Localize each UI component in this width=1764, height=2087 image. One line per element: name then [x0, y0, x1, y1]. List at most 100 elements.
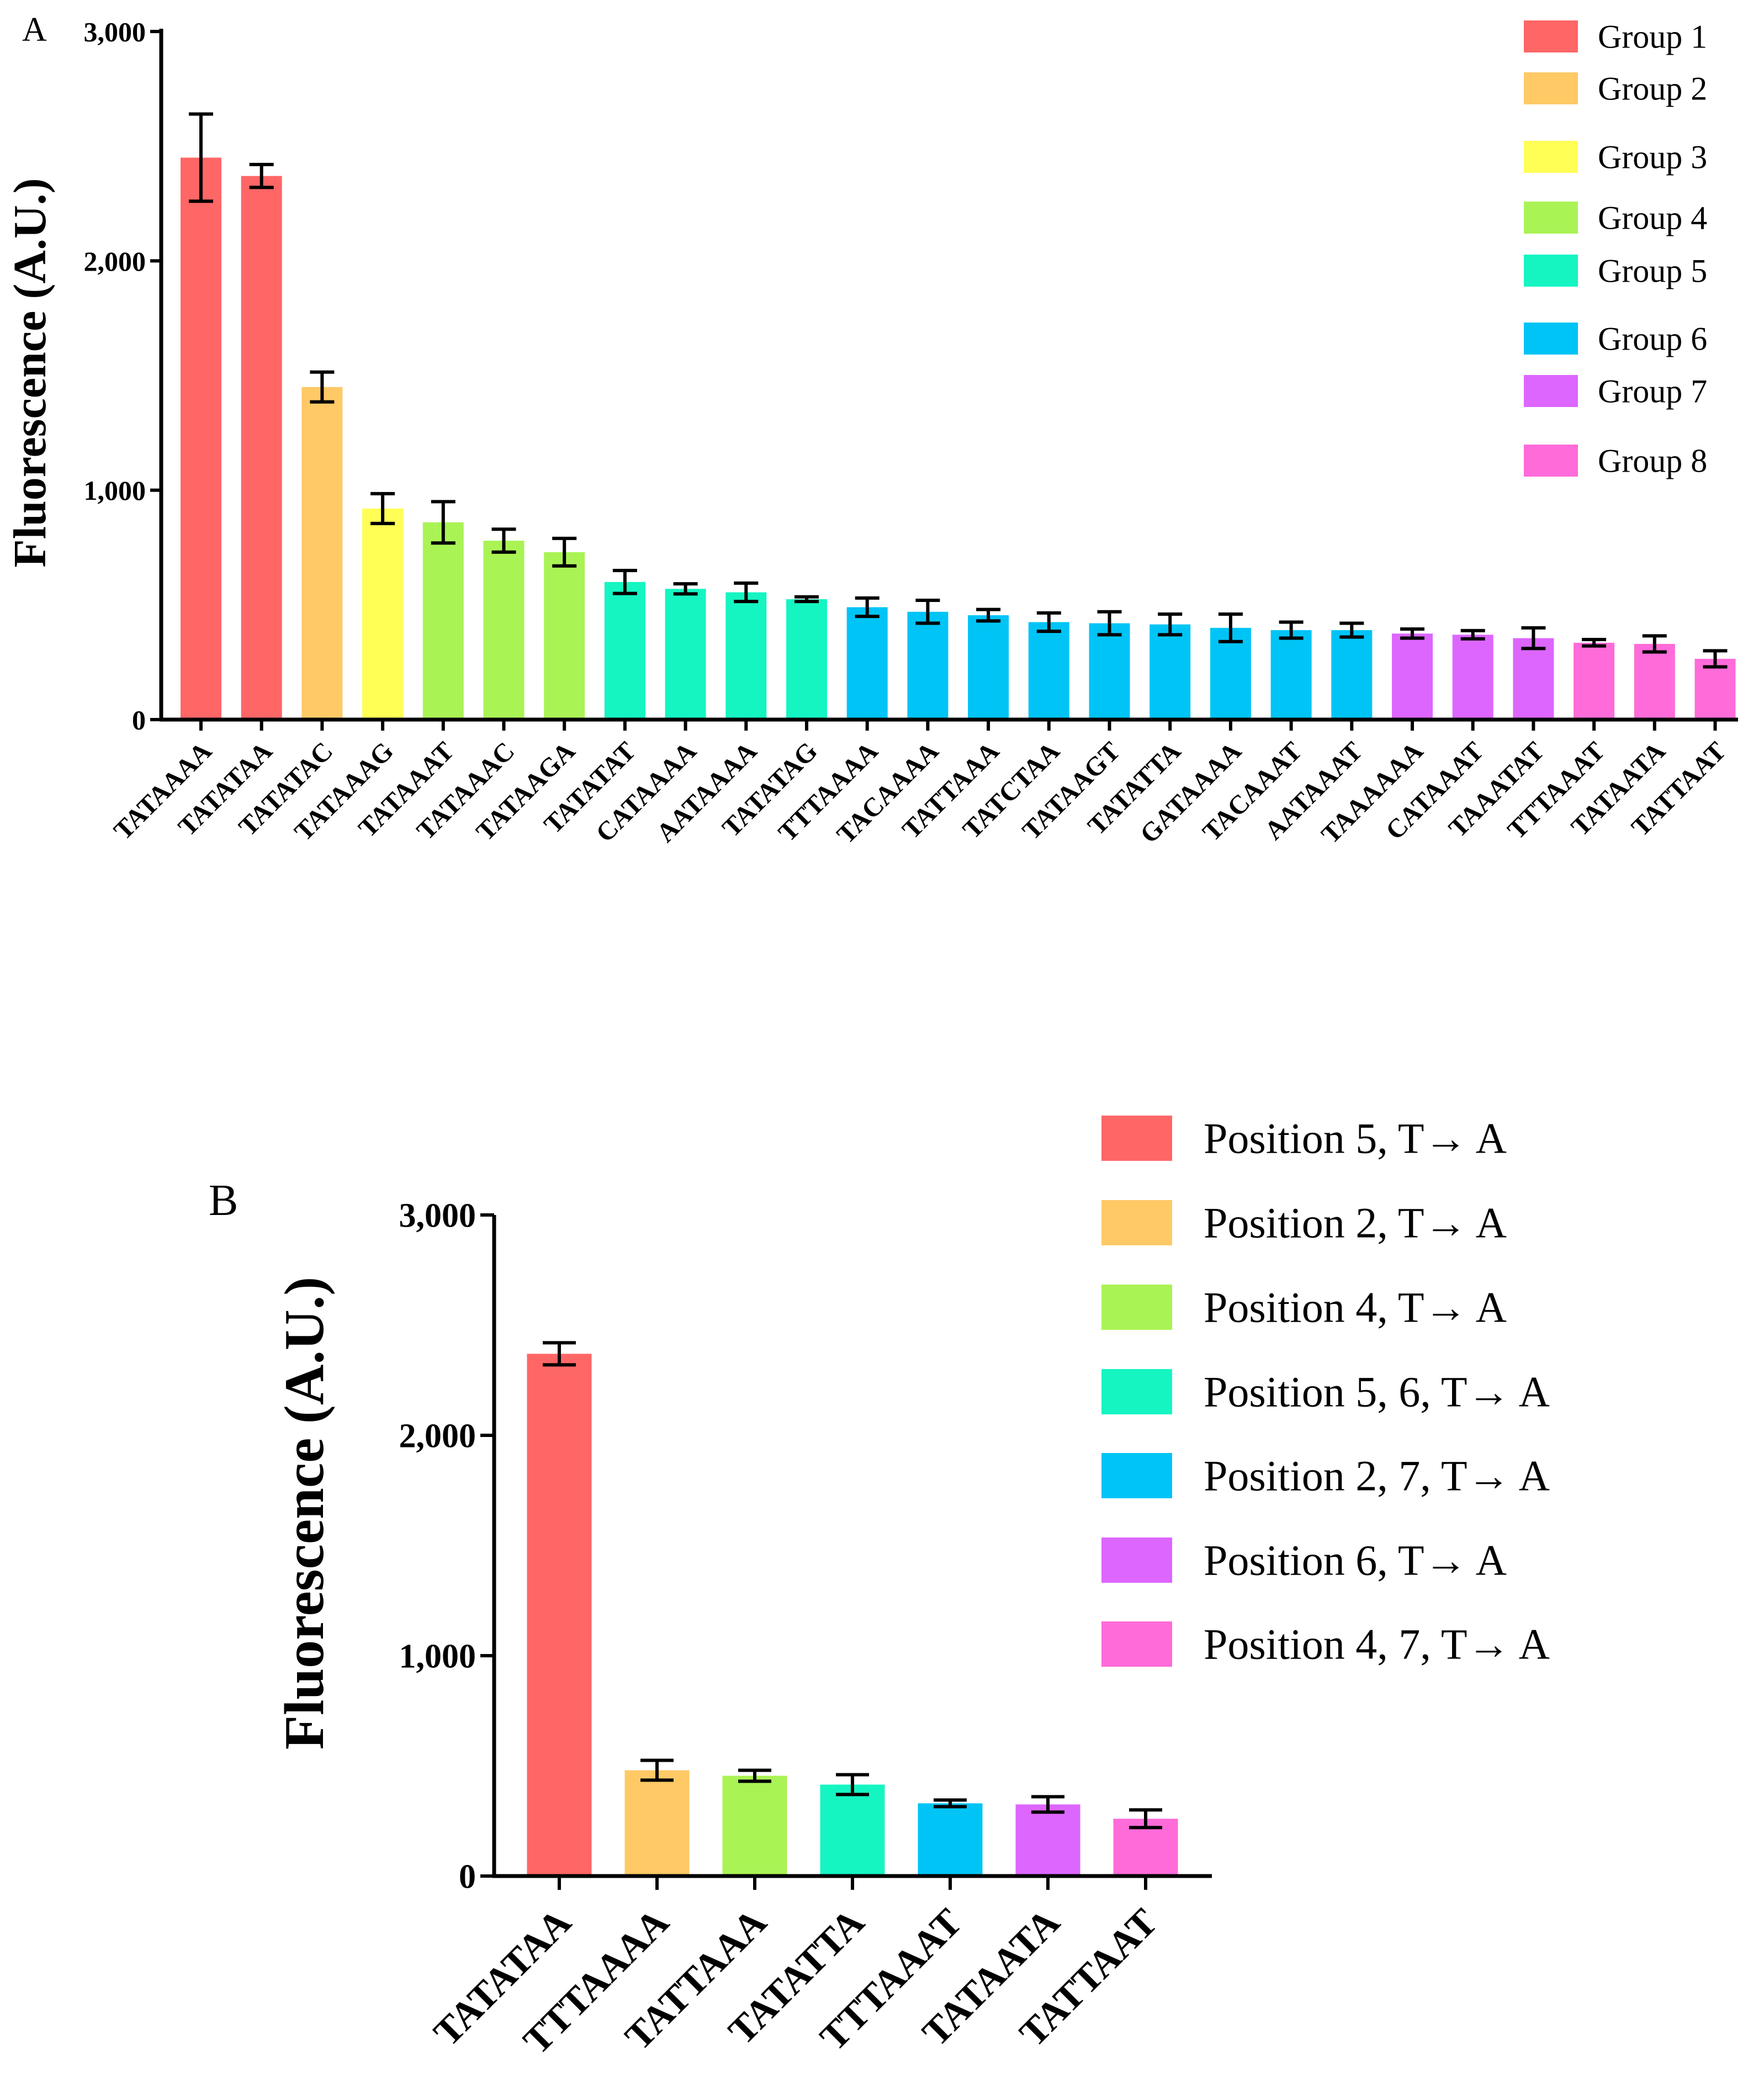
- legend-swatch: [1524, 255, 1578, 287]
- bar-TATATTA: [820, 1784, 885, 1876]
- legend-swatch: [1524, 72, 1578, 104]
- error-bar-TATAAAT: [431, 500, 455, 545]
- error-bar-TAAATAT: [1521, 626, 1546, 651]
- panel-b-y-ticks: 0 1,000 2,000 3,000: [399, 1197, 494, 1896]
- bar-TATAAAT: [422, 522, 464, 720]
- error-bar-GATAAAA: [1218, 612, 1243, 643]
- legend-item: Group 7: [1524, 373, 1707, 409]
- panel-a-legend: Group 1 Group 2 Group 3 Group 4 Group 5 Group…: [1524, 18, 1707, 479]
- error-bar-TATAATA: [1642, 634, 1667, 654]
- error-bar-AATAAAA: [734, 581, 759, 604]
- y-tick-label: 2,000: [399, 1418, 476, 1455]
- y-tick-label: 0: [132, 705, 146, 736]
- panel-a: A Fluorescence (A.U.) 0 1,000 2,000 3,000 T…: [4, 11, 1738, 849]
- error-bar-TTTAAAA: [855, 596, 880, 619]
- error-bar-TATATTA: [836, 1773, 869, 1797]
- legend-item: Group 3: [1524, 139, 1707, 175]
- panel-a-error-bars: [189, 112, 1728, 669]
- legend-item: Position 4, T→ A: [1101, 1283, 1507, 1332]
- error-bar-TATTAAT: [1129, 1808, 1162, 1830]
- y-tick-label: 0: [459, 1858, 476, 1896]
- legend-label: Group 7: [1598, 373, 1707, 409]
- error-bar-TACAAAT: [1279, 620, 1304, 640]
- panel-b: B Fluorescence (A.U.) 0 1,000 2,000 3,000 T…: [209, 1114, 1550, 2063]
- error-bar-TATATAT: [612, 569, 637, 595]
- legend-item: Group 4: [1524, 199, 1707, 236]
- error-bar-TATATTA: [1158, 612, 1183, 637]
- bar-TACAAAT: [1270, 630, 1312, 720]
- error-bar-TATAAGA: [552, 536, 577, 568]
- legend-item: Position 5, 6, T→ A: [1101, 1368, 1550, 1416]
- legend-label: Group 8: [1598, 442, 1707, 479]
- panel-b-y-axis-title: Fluorescence (A.U.): [273, 1277, 336, 1750]
- legend-label: Position 2, T→ A: [1204, 1199, 1507, 1247]
- legend-item: Position 2, 7, T→ A: [1101, 1452, 1550, 1500]
- bar-TATTAAA: [968, 615, 1009, 720]
- error-bar-TTTAAAT: [1582, 638, 1607, 648]
- legend-swatch: [1101, 1453, 1172, 1498]
- error-bar-TATATAG: [794, 595, 819, 604]
- bar-CATAAAT: [1452, 635, 1493, 720]
- legend-swatch: [1524, 20, 1578, 52]
- legend-label: Group 5: [1598, 252, 1707, 289]
- legend-label: Position 4, 7, T→ A: [1204, 1620, 1550, 1668]
- legend-swatch: [1101, 1200, 1172, 1245]
- error-bar-TATCTAA: [1036, 611, 1061, 633]
- bar-TACAAAA: [907, 611, 949, 720]
- bar-TATATAC: [301, 387, 343, 720]
- bar-TATAAAA: [181, 157, 221, 720]
- y-tick-label: 1,000: [399, 1638, 476, 1676]
- bar-TATAAGA: [544, 552, 585, 720]
- panel-a-x-labels: TATAAAATATATAATATATACTATAAAGTATAAATTATAA…: [108, 736, 1731, 849]
- error-bar-CATAAAT: [1460, 628, 1485, 641]
- error-bar-TATAAAG: [370, 492, 395, 525]
- error-bar-CATAAAA: [673, 582, 698, 596]
- legend-item: Group 5: [1524, 252, 1707, 289]
- error-bar-TATATAC: [310, 370, 335, 404]
- error-bar-TATATAA: [249, 162, 274, 189]
- error-bar-TATAAAA: [189, 112, 213, 203]
- error-bar-TTTAAAA: [640, 1758, 674, 1782]
- legend-item: Group 2: [1524, 70, 1707, 107]
- error-bar-TAAAAAA: [1400, 627, 1424, 640]
- legend-swatch: [1524, 323, 1578, 355]
- legend-item: Position 2, T→ A: [1101, 1199, 1507, 1247]
- panel-a-bars: [181, 157, 1736, 720]
- legend-label: Position 6, T→ A: [1204, 1536, 1507, 1584]
- bar-TTTAAAT: [918, 1803, 983, 1876]
- legend-item: Position 4, 7, T→ A: [1101, 1620, 1550, 1668]
- legend-label: Position 5, 6, T→ A: [1204, 1368, 1550, 1416]
- y-tick-label: 1,000: [84, 475, 146, 506]
- legend-swatch: [1101, 1537, 1172, 1583]
- legend-swatch: [1524, 375, 1578, 407]
- bar-TATATAG: [786, 599, 827, 720]
- legend-label: Position 5, T→ A: [1204, 1114, 1507, 1163]
- bar-TAAATAT: [1513, 638, 1554, 720]
- bar-TTTAAAT: [1574, 642, 1615, 720]
- legend-swatch: [1524, 202, 1578, 234]
- y-tick-label: 3,000: [84, 17, 146, 47]
- bar-TATTAAT: [1694, 658, 1736, 720]
- error-bar-TATTAAT: [1703, 649, 1728, 669]
- error-bar-TATATAA: [543, 1341, 576, 1367]
- bar-TTTAAAA: [846, 607, 888, 720]
- legend-item: Group 6: [1524, 320, 1707, 357]
- bar-TTTAAAA: [624, 1770, 690, 1876]
- panel-b-error-bars: [543, 1341, 1162, 1830]
- error-bar-TATTAAA: [976, 607, 1001, 623]
- panel-a-y-ticks: 0 1,000 2,000 3,000: [84, 17, 161, 736]
- legend-label: Group 4: [1598, 199, 1707, 236]
- error-bar-TATAATA: [1031, 1795, 1064, 1814]
- bar-TATATAA: [241, 176, 282, 720]
- error-bar-AATAAAT: [1339, 621, 1364, 639]
- legend-label: Group 6: [1598, 320, 1707, 357]
- y-tick-label: 2,000: [84, 246, 146, 277]
- bar-AATAAAT: [1331, 630, 1373, 720]
- legend-label: Position 2, 7, T→ A: [1204, 1452, 1550, 1500]
- panel-a-x-ticks: [199, 720, 1717, 731]
- panel-a-letter: A: [22, 11, 47, 49]
- legend-swatch: [1101, 1285, 1172, 1330]
- legend-label: Group 3: [1598, 139, 1707, 175]
- legend-item: Position 5, T→ A: [1101, 1114, 1507, 1163]
